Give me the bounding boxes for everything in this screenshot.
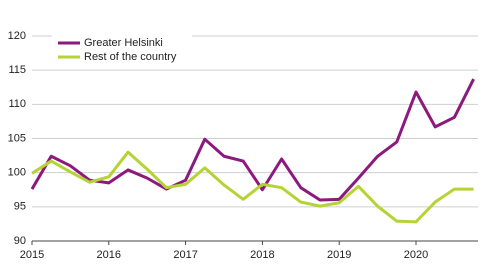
- x-tick-label: 2015: [20, 249, 44, 261]
- y-tick-label: 100: [8, 167, 26, 179]
- y-tick-label: 90: [14, 235, 26, 247]
- x-tick-label: 2020: [404, 249, 428, 261]
- x-tick-label: 2017: [173, 249, 197, 261]
- line-series: [30, 78, 475, 202]
- y-tick-label: 120: [8, 30, 26, 42]
- legend-box: [52, 34, 192, 66]
- y-tick-label: 95: [14, 201, 26, 213]
- x-tick-label: 2019: [327, 249, 351, 261]
- legend-label: Rest of the country: [84, 51, 177, 63]
- x-tick-label: 2018: [250, 249, 274, 261]
- y-tick-label: 110: [8, 98, 26, 110]
- y-tick-label: 105: [8, 132, 26, 144]
- legend-label: Greater Helsinki: [84, 37, 163, 49]
- y-tick-label: 115: [8, 64, 26, 76]
- x-tick-label: 2016: [97, 249, 121, 261]
- line-series: [31, 150, 474, 224]
